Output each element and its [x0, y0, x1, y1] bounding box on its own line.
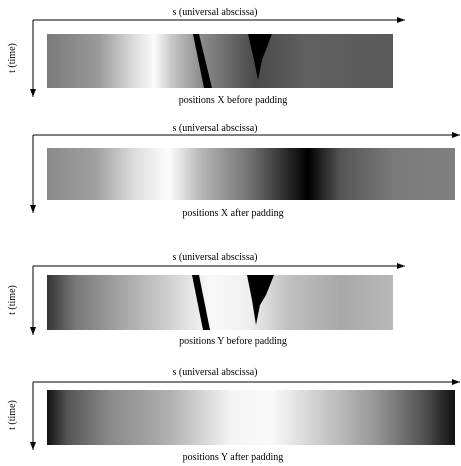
caption: positions Y before padding: [179, 336, 287, 347]
panel: s (universal abscissa) t (time) position…: [7, 7, 405, 106]
t-label: t (time): [7, 43, 18, 73]
s-label: s (universal abscissa): [173, 367, 258, 378]
panel: s (universal abscissa) t (time) position…: [7, 252, 405, 347]
image: [47, 275, 393, 330]
t-label: t (time): [7, 285, 18, 315]
image: [47, 390, 455, 445]
caption: positions X after padding: [182, 208, 283, 219]
s-label: s (universal abscissa): [173, 252, 258, 263]
s-label: s (universal abscissa): [173, 7, 258, 18]
image: [47, 34, 393, 88]
image: [47, 148, 455, 200]
caption: positions X before padding: [179, 95, 288, 106]
figure: s (universal abscissa) t (time) position…: [0, 0, 461, 466]
panel: s (universal abscissa) t (time) position…: [7, 367, 460, 463]
panel: s (universal abscissa) positions X after…: [33, 123, 460, 219]
caption: positions Y after padding: [183, 452, 284, 463]
t-label: t (time): [7, 400, 18, 430]
s-label: s (universal abscissa): [173, 123, 258, 134]
